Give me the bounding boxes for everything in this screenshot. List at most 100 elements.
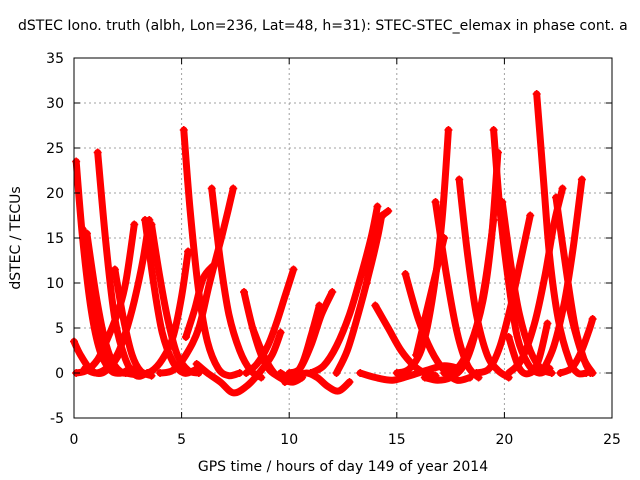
data-point-marker	[539, 366, 548, 375]
data-point-marker	[93, 148, 102, 157]
data-point-marker	[440, 369, 449, 377]
series-arc	[504, 319, 552, 378]
series-line	[440, 149, 502, 377]
x-tick-label: 5	[177, 432, 186, 448]
series-line	[122, 248, 192, 379]
data-point-marker	[526, 211, 535, 220]
series-line	[307, 203, 381, 377]
series-line	[363, 207, 392, 287]
data-point-marker	[181, 333, 190, 341]
data-point-marker	[209, 261, 218, 269]
series-line	[401, 270, 474, 384]
data-point-marker	[465, 373, 474, 382]
series-arc	[472, 211, 535, 377]
series-arc	[121, 247, 193, 379]
series-arc	[306, 202, 382, 377]
series-arc	[556, 315, 597, 377]
data-point-marker	[504, 333, 513, 341]
data-point-marker	[72, 157, 81, 166]
data-point-marker	[362, 279, 371, 287]
data-point-marker	[130, 220, 139, 229]
series-arc	[401, 270, 474, 384]
y-axis-title: dSTEC / TECUs	[8, 186, 24, 289]
data-point-marker	[229, 184, 238, 193]
data-point-marker	[110, 265, 119, 274]
data-point-marker	[588, 369, 597, 377]
data-point-marker	[276, 328, 285, 337]
data-point-marker	[306, 369, 315, 377]
series-line	[182, 261, 218, 341]
data-point-marker	[543, 319, 552, 328]
data-point-marker	[498, 198, 507, 206]
data-point-marker	[562, 292, 571, 301]
data-point-marker	[121, 369, 130, 377]
y-tick-label: -5	[50, 411, 64, 427]
series-line	[432, 198, 483, 381]
data-point-marker	[558, 184, 567, 193]
data-point-marker	[192, 360, 201, 368]
data-point-marker	[455, 175, 464, 184]
data-point-marker	[373, 202, 382, 211]
series-line	[455, 176, 513, 381]
series-arc	[192, 328, 285, 397]
series-arc	[242, 265, 298, 377]
series-line	[533, 90, 590, 378]
series-arc	[504, 184, 567, 377]
data-point-marker	[547, 369, 556, 377]
data-point-marker	[82, 229, 91, 238]
x-tick-label: 0	[70, 432, 79, 448]
data-point-marker	[556, 369, 565, 377]
series-line	[371, 302, 439, 380]
data-point-marker	[504, 369, 513, 377]
axis-ticks: 0 5 10 15 20 25 -5 0 5 10 15 20 25 30 35	[46, 51, 621, 448]
data-point-marker	[240, 288, 249, 296]
y-tick-label: 35	[46, 51, 64, 67]
data-point-marker	[588, 315, 597, 323]
x-axis-title: GPS time / hours of day 149 of year 2014	[198, 459, 488, 475]
series-line	[472, 212, 534, 377]
y-tick-label: 20	[46, 186, 64, 202]
data-point-marker	[80, 364, 89, 373]
series-line	[81, 216, 153, 377]
series-arc	[181, 261, 218, 341]
data-point-marker	[431, 198, 440, 206]
data-point-marker	[532, 90, 541, 98]
series-line	[505, 320, 551, 378]
series-arc	[179, 126, 244, 380]
data-point-marker	[242, 369, 251, 377]
data-series-layer	[70, 90, 597, 397]
data-point-marker	[285, 369, 294, 377]
series-arc	[371, 301, 440, 380]
data-point-marker	[141, 216, 150, 224]
series-line	[556, 315, 597, 377]
data-point-marker	[472, 369, 481, 377]
data-point-marker	[552, 193, 561, 202]
data-point-marker	[207, 184, 216, 193]
data-point-marker	[489, 126, 498, 134]
series-line	[505, 185, 566, 377]
data-point-marker	[280, 378, 289, 386]
series-line	[242, 266, 297, 377]
series-line	[285, 288, 336, 377]
series-arc	[362, 207, 393, 287]
series-arc	[392, 126, 453, 377]
data-point-marker	[345, 378, 354, 386]
data-point-marker	[577, 175, 586, 184]
series-line	[281, 369, 353, 395]
x-tick-label: 20	[495, 432, 513, 448]
x-tick-label: 10	[280, 432, 298, 448]
data-point-marker	[356, 369, 365, 377]
y-tick-label: 25	[46, 141, 64, 157]
series-arc	[280, 369, 354, 395]
data-point-marker	[156, 369, 165, 377]
series-line	[111, 266, 155, 380]
series-line	[156, 185, 237, 377]
data-point-marker	[78, 225, 87, 233]
data-point-marker	[276, 369, 285, 377]
data-point-marker	[384, 207, 393, 215]
data-point-marker	[371, 301, 380, 310]
series-arc	[285, 288, 337, 377]
data-point-marker	[401, 270, 410, 278]
series-line	[193, 329, 285, 397]
